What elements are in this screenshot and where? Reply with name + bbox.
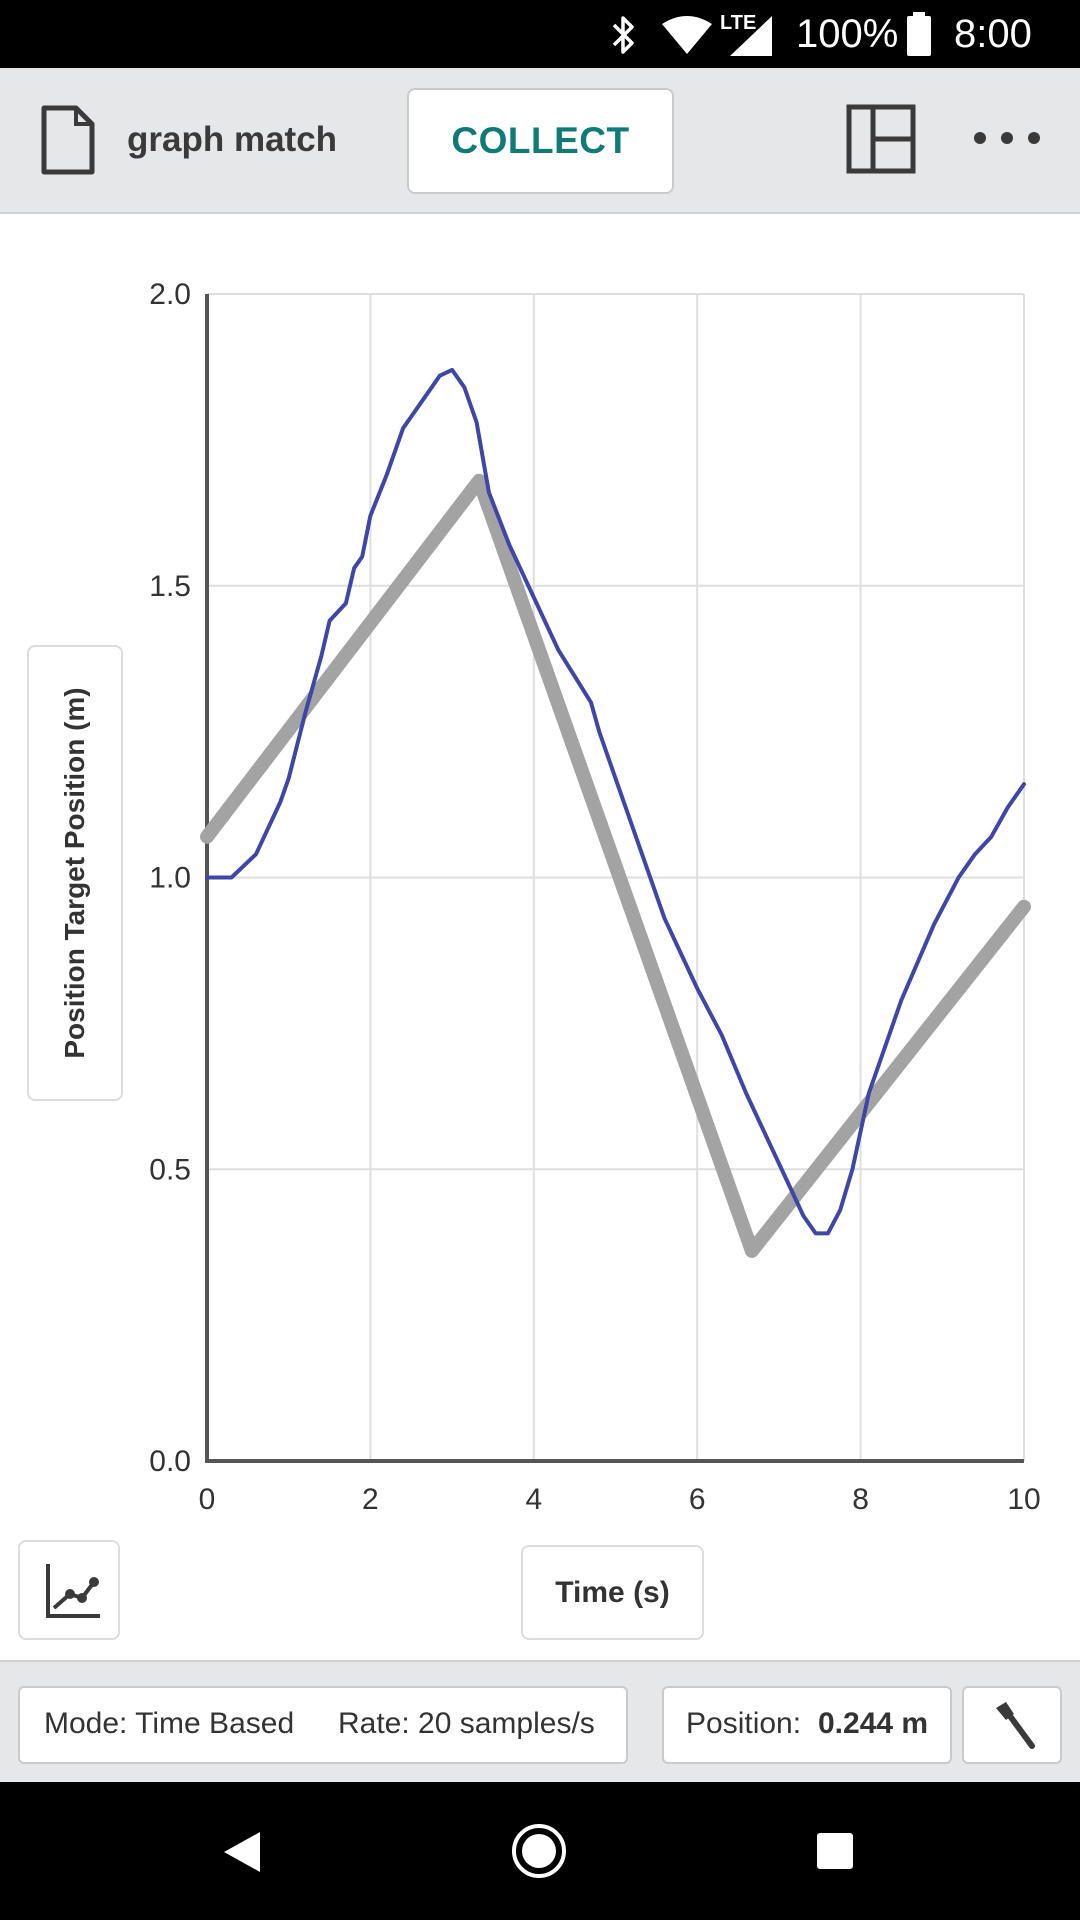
x-tick-label: 2 <box>362 1483 379 1516</box>
bluetooth-icon <box>612 16 634 54</box>
x-tick-label: 4 <box>525 1483 542 1516</box>
position-label: Position: <box>686 1707 802 1740</box>
back-icon[interactable] <box>222 1830 262 1874</box>
y-tick-label: 2.0 <box>149 278 191 311</box>
sensor-readout[interactable]: Position: 0.244 m <box>662 1686 952 1764</box>
wifi-icon <box>662 16 712 54</box>
sensor-button[interactable] <box>962 1686 1062 1764</box>
collect-button[interactable]: COLLECT <box>407 88 674 194</box>
mode-text: Mode: Time Based <box>44 1707 295 1740</box>
layout-icon[interactable] <box>846 104 916 174</box>
position-chart[interactable]: 0 2 4 6 8 10 0.0 0.5 1.0 1.5 2.0 <box>0 216 1080 1546</box>
x-axis-label[interactable]: Time (s) <box>521 1545 704 1640</box>
more-icon[interactable] <box>972 128 1042 148</box>
rate-text: Rate: 20 samples/s <box>338 1707 595 1740</box>
network-type: LTE <box>720 12 757 34</box>
x-tick-label: 10 <box>1007 1483 1040 1516</box>
y-axis-label-button[interactable] <box>27 645 123 1101</box>
probe-icon <box>996 1702 1035 1749</box>
y-tick-label: 0.5 <box>149 1153 191 1186</box>
y-axis-label: Position Target Position (m) <box>59 687 90 1059</box>
signal-icon <box>730 16 772 56</box>
x-tick-label: 0 <box>199 1483 216 1516</box>
clock: 8:00 <box>954 12 1032 56</box>
series-line-target-position <box>200 473 1031 1258</box>
y-tick-label: 1.0 <box>149 862 191 895</box>
document-icon[interactable] <box>40 104 96 176</box>
position-value: 0.244 m <box>818 1707 929 1740</box>
y-tick-label: 1.5 <box>149 570 191 603</box>
recents-icon[interactable] <box>816 1832 854 1870</box>
battery-percent: 100% <box>796 12 899 56</box>
x-tick-label: 8 <box>852 1483 869 1516</box>
footer-bar: Mode: Time Based Rate: 20 samples/s Posi… <box>0 1660 1080 1782</box>
document-title[interactable]: graph match <box>127 120 338 159</box>
home-icon[interactable] <box>510 1822 568 1880</box>
y-tick-label: 0.0 <box>149 1445 191 1478</box>
series-line-position <box>205 367 1026 1236</box>
toolbar: graph match COLLECT <box>0 68 1080 214</box>
mode-settings-button[interactable]: Mode: Time Based Rate: 20 samples/s <box>18 1686 628 1764</box>
battery-icon <box>907 12 931 56</box>
status-bar: LTE 100% 8:00 <box>0 0 1080 68</box>
x-tick-label: 6 <box>689 1483 706 1516</box>
graph-panel: 0 2 4 6 8 10 0.0 0.5 1.0 1.5 2.0 Position Target P… <box>0 216 1080 1660</box>
graph-tools-icon <box>46 1564 100 1618</box>
graph-tools-button[interactable] <box>18 1540 120 1640</box>
navigation-bar <box>0 1782 1080 1920</box>
